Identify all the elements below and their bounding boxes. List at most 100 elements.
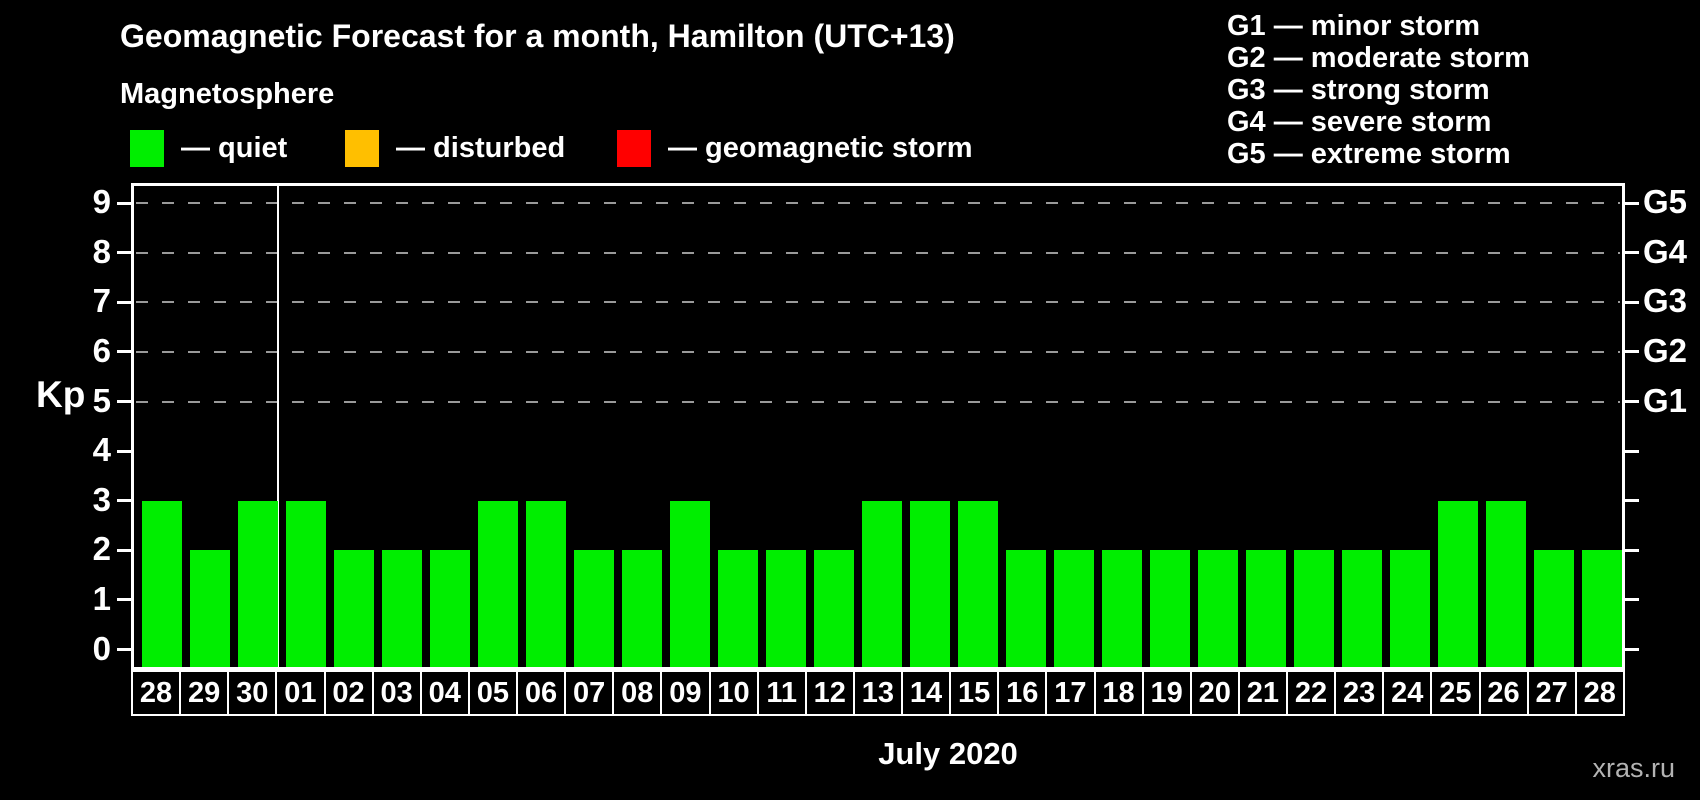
plot-area [131, 183, 1625, 670]
y-tick-label-3: 3 [92, 480, 111, 518]
right-axis-label-g2: G2 [1643, 331, 1688, 369]
day-label-cell: 07 [564, 670, 615, 716]
day-label-cell: 23 [1334, 670, 1385, 716]
y-tick-label-8: 8 [92, 232, 111, 270]
y-tick-label-1: 1 [92, 579, 111, 617]
day-label-cell: 01 [275, 670, 326, 716]
kp-bar-day-13 [861, 501, 902, 667]
y-axis-tick [117, 251, 131, 255]
day-label-cell: 18 [1093, 670, 1144, 716]
day-label-cell: 16 [997, 670, 1048, 716]
right-axis-label-g5: G5 [1643, 183, 1688, 221]
gridline-kp-8 [136, 251, 1620, 254]
y-axis-tick [117, 499, 131, 503]
y-axis-tick [117, 548, 131, 552]
kp-bar-day-03 [381, 550, 422, 667]
day-label-cell: 09 [660, 670, 711, 716]
gridline-kp-7 [136, 301, 1620, 304]
day-label-cell: 28 [131, 670, 182, 716]
gridline-kp-6 [136, 350, 1620, 353]
kp-bar-day-04 [429, 550, 470, 667]
day-label-cell: 03 [371, 670, 422, 716]
storm-color-swatch [617, 130, 651, 167]
month-divider-line [277, 186, 279, 667]
kp-bar-day-25 [1437, 501, 1478, 667]
day-label-cell: 06 [516, 670, 567, 716]
kp-bar-day-08 [621, 550, 662, 667]
storm-scale-legend: G1 — minor storm G2 — moderate storm G3 … [1227, 10, 1530, 170]
y-axis-tick [117, 598, 131, 602]
y-tick-label-2: 2 [92, 530, 111, 568]
gridline-kp-5 [136, 400, 1620, 403]
kp-bar-day-05 [477, 501, 518, 667]
right-axis-tick [1625, 598, 1639, 602]
kp-bar-day-28 [1581, 550, 1622, 667]
day-label-cell: 28 [1574, 670, 1625, 716]
day-label-cell: 19 [1141, 670, 1192, 716]
kp-bar-day-06 [525, 501, 566, 667]
day-label-cell: 25 [1430, 670, 1481, 716]
quiet-color-swatch [130, 130, 164, 167]
day-label-cell: 04 [419, 670, 470, 716]
magnetosphere-subtitle: Magnetosphere [120, 78, 335, 110]
kp-bar-day-17 [1053, 550, 1094, 667]
day-label-cell: 20 [1189, 670, 1240, 716]
day-label-row: 28 29 30 01 02 03 04 05 06 07 08 09 10 11 12 13 14 15 16 17… [131, 670, 1625, 716]
day-label-cell: 21 [1237, 670, 1288, 716]
kp-bar-day-15 [957, 501, 998, 667]
legend-label-storm: — geomagnetic storm [668, 132, 973, 164]
storm-scale-line-g3: G3 — strong storm [1227, 74, 1490, 106]
right-axis-tick [1625, 251, 1639, 255]
day-label-cell: 14 [901, 670, 952, 716]
day-label-cell: 22 [1286, 670, 1337, 716]
chart-title: Geomagnetic Forecast for a month, Hamilt… [120, 18, 955, 54]
kp-bar-day-21 [1245, 550, 1286, 667]
day-label-cell: 05 [467, 670, 518, 716]
y-axis-tick [117, 400, 131, 403]
right-axis-tick [1625, 499, 1639, 503]
right-axis-label-g3: G3 [1643, 282, 1688, 320]
kp-bar-day-20 [1197, 550, 1238, 667]
right-axis-tick [1625, 201, 1639, 205]
day-label-cell: 08 [612, 670, 663, 716]
day-label-cell: 13 [852, 670, 903, 716]
right-axis-tick [1625, 449, 1639, 453]
kp-bar-day-09 [669, 501, 710, 667]
right-axis-tick [1625, 400, 1639, 403]
day-label-cell: 27 [1526, 670, 1577, 716]
day-label-cell: 17 [1045, 670, 1096, 716]
storm-scale-line-g4: G4 — severe storm [1227, 106, 1492, 138]
y-tick-label-4: 4 [92, 431, 111, 469]
y-axis-tick [117, 449, 131, 453]
kp-bar-day-27 [1533, 550, 1574, 667]
legend-label-disturbed: — disturbed [396, 132, 566, 164]
kp-bar-day-29 [189, 550, 230, 667]
day-label-cell: 29 [179, 670, 230, 716]
kp-bar-day-26 [1485, 501, 1526, 667]
kp-axis-title: Kp [36, 374, 86, 415]
y-axis-tick [117, 201, 131, 205]
right-axis-tick [1625, 350, 1639, 354]
day-label-cell: 11 [756, 670, 807, 716]
y-tick-label-5: 5 [92, 381, 111, 419]
day-label-cell: 10 [708, 670, 759, 716]
day-label-cell: 12 [804, 670, 855, 716]
kp-bar-day-24 [1389, 550, 1430, 667]
y-axis-tick [117, 648, 131, 651]
right-axis-label-g4: G4 [1643, 232, 1688, 270]
month-label: July 2020 [878, 736, 1018, 771]
kp-bar-day-07 [573, 550, 614, 667]
kp-bar-day-18 [1101, 550, 1142, 667]
legend-item-storm: — geomagnetic storm [617, 130, 973, 167]
day-label-cell: 26 [1478, 670, 1529, 716]
legend-label-quiet: — quiet [181, 132, 288, 164]
y-axis-tick [117, 300, 131, 304]
y-tick-label-0: 0 [92, 629, 111, 667]
y-tick-label-6: 6 [92, 331, 111, 369]
kp-bar-day-12 [813, 550, 854, 667]
kp-bar-day-19 [1149, 550, 1190, 667]
kp-bar-day-14 [909, 501, 950, 667]
y-tick-label-7: 7 [92, 282, 111, 320]
kp-bar-day-16 [1005, 550, 1046, 667]
